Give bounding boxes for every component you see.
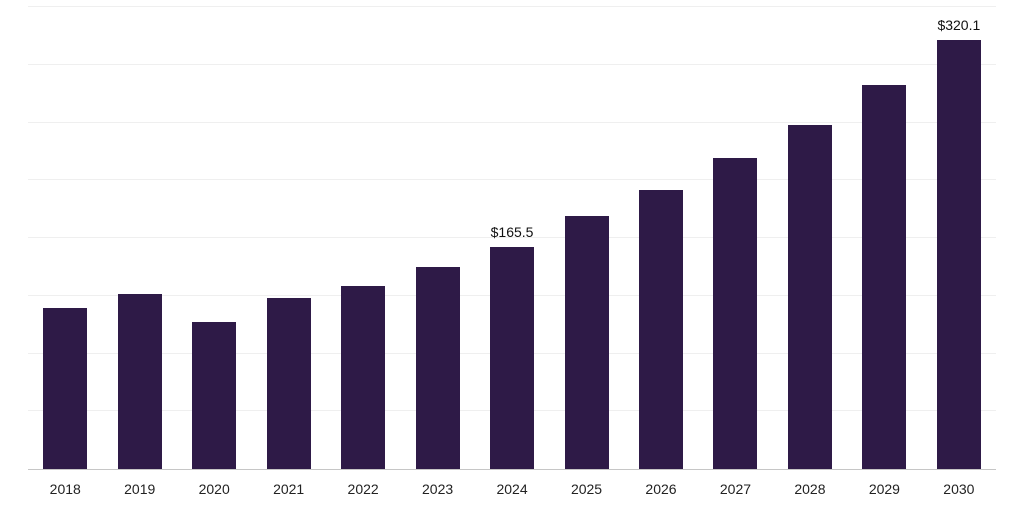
x-tick-2027: 2027: [719, 481, 752, 497]
bar-column-2024: $165.5: [475, 8, 549, 469]
bar-column-2028: [773, 8, 847, 469]
bar-2024: [490, 247, 535, 469]
bar-column-2027: [698, 8, 772, 469]
gridline: [28, 121, 996, 123]
data-label-2030: $320.1: [937, 17, 981, 33]
gridline: [28, 6, 996, 7]
bar-column-2022: [326, 8, 400, 469]
x-tick-2023: 2023: [422, 481, 454, 497]
x-tick-2028: 2028: [794, 481, 826, 497]
x-tick-2024: 2024: [496, 481, 528, 497]
bar-2022: [341, 286, 386, 469]
data-label-2024: $165.5: [490, 224, 534, 240]
gridline: [28, 237, 996, 238]
x-tick-2021: 2021: [273, 481, 305, 497]
bar-column-2029: [847, 8, 921, 469]
bar-2030: [936, 40, 981, 469]
plot-area: $165.5 $320.1: [28, 6, 996, 470]
bar-2021: [266, 298, 311, 469]
bar-column-2030: $320.1: [922, 8, 996, 469]
bar-column-2018: [28, 8, 102, 469]
bar-2018: [43, 308, 88, 469]
bar-column-2020: [177, 8, 251, 469]
gridline: [28, 63, 996, 65]
bar-column-2025: [549, 8, 623, 469]
bar-2028: [787, 125, 832, 469]
bar-2026: [638, 190, 683, 469]
bars-container: $165.5 $320.1: [28, 8, 996, 469]
bar-2027: [713, 158, 758, 469]
bar-2025: [564, 216, 609, 469]
bar-column-2023: [400, 8, 474, 469]
x-axis-labels: 2018 2019 2020 2021 2022 2023 2024 2025 2026 2027…: [28, 481, 996, 497]
x-tick-2020: 2020: [198, 481, 230, 497]
x-tick-2026: 2026: [645, 481, 677, 497]
gridline: [28, 179, 996, 181]
x-tick-2018: 2018: [49, 481, 81, 497]
bar-2029: [862, 85, 907, 469]
bar-column-2026: [624, 8, 698, 469]
bar-2020: [192, 322, 237, 469]
bar-2023: [415, 267, 460, 469]
x-tick-2019: 2019: [124, 481, 156, 497]
bar-2019: [117, 294, 162, 469]
x-tick-2029: 2029: [868, 481, 900, 497]
bar-column-2021: [251, 8, 325, 469]
bar-column-2019: [102, 8, 176, 469]
x-tick-2025: 2025: [570, 481, 603, 497]
x-tick-2022: 2022: [347, 481, 379, 497]
x-tick-2030: 2030: [943, 481, 975, 497]
